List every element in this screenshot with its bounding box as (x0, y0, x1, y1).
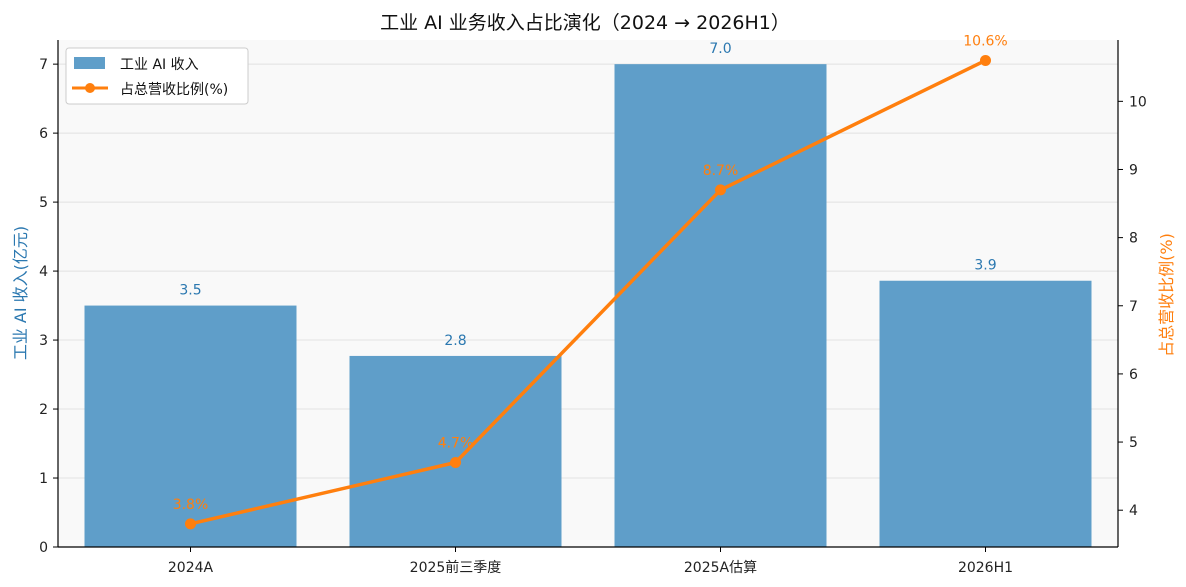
bar (614, 64, 827, 548)
legend-line-marker (85, 83, 95, 93)
left-tick-label: 4 (39, 264, 48, 280)
right-tick-label: 7 (1129, 299, 1138, 315)
left-tick-label: 0 (39, 540, 48, 556)
left-tick-label: 2 (39, 402, 48, 418)
legend-bar-swatch (74, 57, 105, 69)
line-path (190, 58, 987, 526)
right-tick-label: 4 (1129, 503, 1138, 519)
right-tick-label: 8 (1129, 231, 1138, 247)
left-tick-label: 5 (39, 195, 48, 211)
line-point (715, 184, 726, 196)
right-tick-label: 10 (1129, 94, 1147, 110)
legend-box (65, 47, 249, 105)
left-tick-label: 6 (39, 126, 48, 142)
line-series (185, 54, 991, 530)
legend-bar-label: 工业 AI 收入 (120, 57, 199, 73)
left-tick-label: 7 (39, 57, 48, 73)
left-tick-label: 3 (39, 333, 48, 349)
bar-series (84, 64, 1092, 548)
bar-data-labels: 3.5 2.8 7.0 3.9 (179, 41, 996, 349)
line-data-labels: 3.8% 4.7% 8.7% 10.6% (173, 33, 1008, 512)
x-axis-ticks: 2024A 2025前三季度 2025A估算 2026H1 (168, 547, 1013, 576)
right-axis-label: 占总营收比例(%) (1157, 233, 1176, 357)
left-tick-label: 1 (39, 471, 48, 487)
x-tick-label: 2025A估算 (684, 560, 757, 576)
x-tick-label: 2026H1 (958, 560, 1013, 576)
x-tick-label: 2025前三季度 (410, 559, 502, 576)
left-axis-ticks: 0 1 2 3 4 5 6 7 (39, 57, 58, 556)
legend: 工业 AI 收入 占总营收比例(%) (65, 47, 249, 105)
right-axis-ticks: 4 5 6 7 8 9 10 (1118, 94, 1147, 519)
axes (57, 40, 1119, 548)
right-tick-label: 5 (1129, 435, 1138, 451)
line-value-label: 3.8% (173, 497, 209, 513)
line-value-label: 10.6% (963, 33, 1007, 49)
right-tick-label: 9 (1129, 162, 1138, 178)
bar-value-label: 7.0 (709, 41, 731, 57)
x-tick-label: 2024A (168, 560, 214, 576)
line-point (450, 457, 461, 468)
line-point (185, 518, 196, 530)
legend-line-label: 占总营收比例(%) (120, 82, 228, 98)
line-value-label: 4.7% (438, 436, 474, 452)
bar-value-label: 2.8 (444, 333, 466, 349)
bar-value-label: 3.5 (179, 283, 201, 299)
chart-title: 工业 AI 业务收入占比演化（2024 → 2026H1） (380, 12, 790, 34)
right-tick-label: 6 (1129, 367, 1138, 383)
bar (879, 280, 1092, 547)
left-axis-label: 工业 AI 收入(亿元) (11, 226, 30, 360)
line-value-label: 8.7% (703, 163, 739, 179)
line-point (980, 54, 991, 66)
bar-value-label: 3.9 (974, 258, 996, 274)
